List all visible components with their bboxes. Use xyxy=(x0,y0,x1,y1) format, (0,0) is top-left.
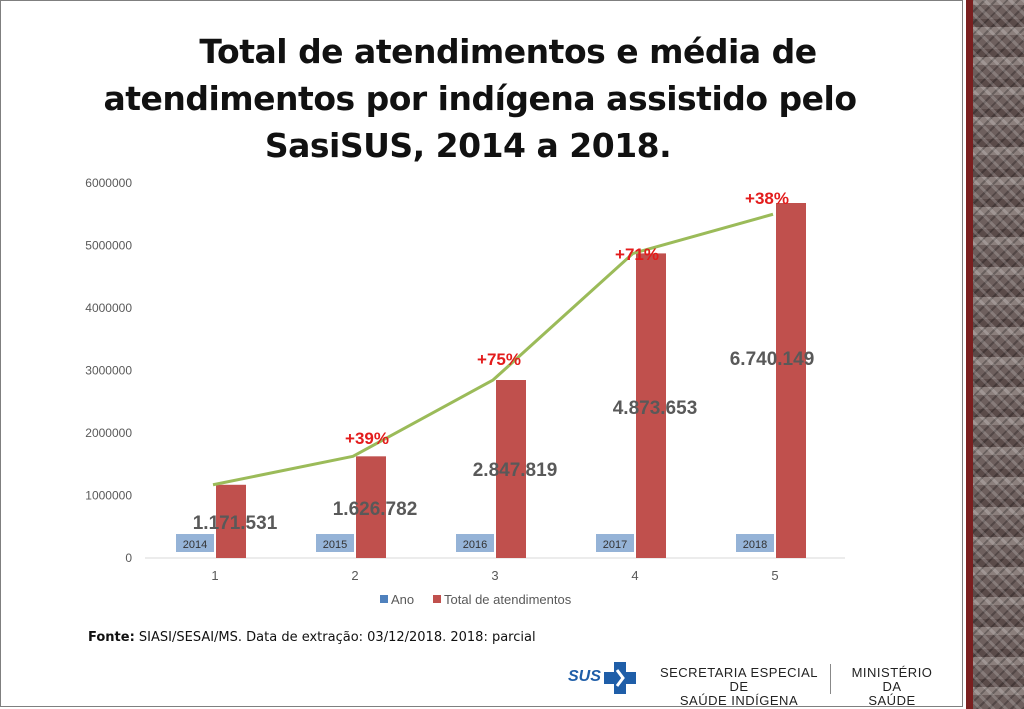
footer-logos: SUS SECRETARIA ESPECIAL DE SAÚDE INDÍGEN… xyxy=(568,660,948,708)
total-bar-0 xyxy=(216,484,246,558)
value-label-4: 6.740.149 xyxy=(730,349,815,370)
ano-label-4: 2018 xyxy=(743,539,767,551)
ano-bar-3 xyxy=(596,534,634,552)
x-tick-label-3: 4 xyxy=(631,568,638,583)
title-line-3: SasiSUS, 2014 a 2018. xyxy=(264,126,672,165)
y-tick-label-5: 5000000 xyxy=(85,239,132,253)
org-sesai-line2: SAÚDE INDÍGENA xyxy=(679,693,799,708)
source-note: Fonte: SIASI/SESAI/MS. Data de extração:… xyxy=(88,630,536,645)
value-label-2: 2.847.819 xyxy=(473,460,558,481)
y-tick-label-3: 3000000 xyxy=(85,364,132,378)
total-bar-3 xyxy=(636,253,666,559)
ano-bar-2 xyxy=(456,534,494,552)
total-bar-4 xyxy=(776,203,806,558)
org-ministerio: MINISTÉRIO DA SAÚDE xyxy=(844,666,940,708)
slide-title: Total de atendimentos e média de atendim… xyxy=(60,28,900,169)
total-bar-2 xyxy=(496,380,526,558)
org-ministerio-line2: SAÚDE xyxy=(868,693,916,708)
ano-label-3: 2017 xyxy=(603,539,627,551)
legend-label-total: Total de atendimentos xyxy=(444,592,572,607)
ano-bar-4 xyxy=(736,534,774,552)
title-line-1: Total de atendimentos e média de xyxy=(199,32,817,71)
legend-swatch-ano xyxy=(380,595,388,603)
trend-line xyxy=(212,212,774,487)
org-sesai: SECRETARIA ESPECIAL DE SAÚDE INDÍGENA xyxy=(654,666,824,708)
growth-label-2: +71% xyxy=(615,245,659,264)
growth-label-0: +39% xyxy=(345,429,389,448)
legend-label-ano: Ano xyxy=(391,592,414,607)
ano-label-0: 2014 xyxy=(183,539,207,551)
x-tick-label-1: 2 xyxy=(351,568,358,583)
value-label-1: 1.626.782 xyxy=(333,499,418,520)
y-tick-label-6: 6000000 xyxy=(85,176,132,190)
value-label-3: 4.873.653 xyxy=(613,398,698,419)
x-tick-label-0: 1 xyxy=(211,568,218,583)
x-tick-label-4: 5 xyxy=(771,568,778,583)
sus-cross-icon xyxy=(604,662,636,694)
total-bar-1 xyxy=(356,456,386,558)
growth-label-3: +38% xyxy=(745,189,789,208)
ano-bar-0 xyxy=(176,534,214,552)
bar-chart: 0 1000000 2000000 3000000 4000000 5000000 6000… xyxy=(85,176,845,607)
legend-swatch-total xyxy=(433,595,441,603)
y-tick-label-1: 1000000 xyxy=(85,489,132,503)
title-line-2: atendimentos por indígena assistido pelo xyxy=(103,79,857,118)
y-tick-label-4: 4000000 xyxy=(85,301,132,315)
sus-logo-text: SUS xyxy=(568,668,601,685)
growth-label-1: +75% xyxy=(477,350,521,369)
source-label: Fonte: xyxy=(88,630,135,645)
logo-separator xyxy=(830,664,831,694)
ano-bar-1 xyxy=(316,534,354,552)
ano-label-2: 2016 xyxy=(463,539,487,551)
y-tick-label-0: 0 xyxy=(125,551,132,565)
org-sesai-line1: SECRETARIA ESPECIAL DE xyxy=(659,665,819,694)
y-tick-label-2: 2000000 xyxy=(85,426,132,440)
ano-label-1: 2015 xyxy=(323,539,347,551)
decorative-side-band xyxy=(966,0,1024,709)
source-text: SIASI/SESAI/MS. Data de extração: 03/12/… xyxy=(134,630,536,645)
value-label-0: 1.171.531 xyxy=(193,513,278,534)
org-ministerio-line1: MINISTÉRIO DA xyxy=(851,665,933,694)
x-tick-label-2: 3 xyxy=(491,568,498,583)
